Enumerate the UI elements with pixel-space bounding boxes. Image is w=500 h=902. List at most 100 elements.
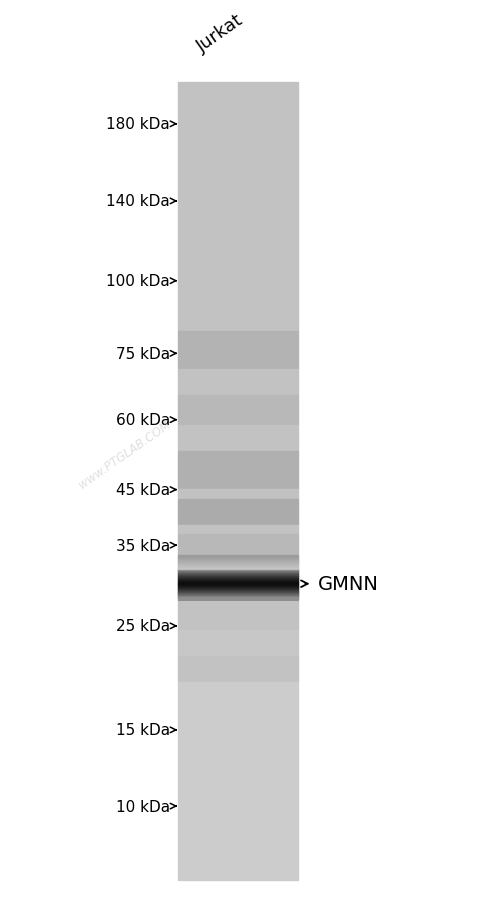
Bar xyxy=(178,830,298,832)
Bar xyxy=(178,861,298,864)
Bar xyxy=(178,352,298,354)
Bar xyxy=(178,413,298,415)
Bar xyxy=(178,164,298,166)
Bar xyxy=(178,642,298,645)
Bar xyxy=(178,533,298,535)
Bar xyxy=(178,657,298,658)
Bar xyxy=(178,713,298,714)
Bar xyxy=(178,778,298,780)
Bar xyxy=(178,820,298,822)
Text: GMNN: GMNN xyxy=(318,575,378,594)
Bar xyxy=(178,385,298,388)
Bar xyxy=(178,871,298,874)
Bar xyxy=(178,736,298,738)
Bar xyxy=(178,467,298,469)
Bar xyxy=(178,146,298,148)
Bar xyxy=(178,410,298,411)
Bar xyxy=(178,121,298,123)
Bar xyxy=(178,242,298,244)
Bar xyxy=(178,236,298,238)
Bar xyxy=(178,487,298,489)
Bar xyxy=(178,591,298,593)
Bar xyxy=(178,824,298,826)
Bar xyxy=(178,314,298,316)
Bar xyxy=(178,108,298,110)
Bar xyxy=(178,609,298,611)
Bar xyxy=(178,575,298,576)
Bar xyxy=(178,851,298,853)
Bar xyxy=(178,189,298,190)
Bar xyxy=(178,431,298,433)
Bar xyxy=(178,815,298,818)
Bar xyxy=(178,238,298,240)
Bar xyxy=(178,244,298,246)
Bar xyxy=(178,316,298,318)
Bar xyxy=(178,798,298,800)
Bar xyxy=(178,252,298,254)
Bar xyxy=(178,184,298,186)
Bar xyxy=(178,354,298,355)
Bar xyxy=(178,660,298,662)
Bar xyxy=(178,327,298,329)
Bar xyxy=(178,493,298,495)
Bar xyxy=(178,483,298,485)
Bar xyxy=(178,278,298,280)
Bar xyxy=(178,794,298,796)
Bar xyxy=(178,182,298,184)
Bar xyxy=(178,601,298,603)
Bar xyxy=(178,576,298,579)
Bar xyxy=(178,324,298,326)
Bar xyxy=(178,559,298,561)
Bar xyxy=(178,456,298,457)
Bar xyxy=(178,503,298,505)
Bar xyxy=(178,451,298,453)
Bar xyxy=(178,345,298,347)
Bar xyxy=(178,306,298,308)
Bar xyxy=(178,128,298,131)
Bar xyxy=(178,134,298,136)
Bar xyxy=(178,604,298,607)
Bar xyxy=(178,204,298,207)
Bar xyxy=(178,170,298,172)
Bar xyxy=(178,708,298,710)
Bar xyxy=(178,810,298,812)
Bar xyxy=(178,390,298,391)
Bar xyxy=(178,507,298,509)
Bar xyxy=(178,647,298,649)
Bar xyxy=(178,776,298,778)
Bar xyxy=(178,557,298,559)
Bar xyxy=(178,792,298,794)
Bar xyxy=(178,408,298,410)
Bar xyxy=(178,254,298,256)
Bar xyxy=(178,214,298,216)
Bar xyxy=(178,83,298,85)
Bar xyxy=(178,250,298,252)
Bar xyxy=(178,415,298,418)
Bar xyxy=(178,596,298,599)
Bar xyxy=(178,103,298,105)
Bar xyxy=(178,670,298,672)
Bar xyxy=(178,680,298,682)
Bar xyxy=(178,218,298,220)
Bar xyxy=(178,256,298,258)
Bar xyxy=(178,312,298,314)
Bar xyxy=(178,85,298,87)
Bar xyxy=(178,98,298,100)
Bar xyxy=(178,581,298,583)
Bar xyxy=(178,833,298,836)
Bar xyxy=(178,457,298,459)
Bar xyxy=(178,668,298,670)
Bar xyxy=(178,340,298,342)
Bar xyxy=(178,805,298,808)
Bar xyxy=(178,495,298,497)
Bar xyxy=(178,362,298,364)
Bar xyxy=(178,640,298,642)
Bar xyxy=(178,584,298,586)
Bar xyxy=(178,115,298,116)
Bar xyxy=(178,812,298,814)
Bar xyxy=(178,443,298,446)
Bar xyxy=(178,649,298,650)
Bar xyxy=(178,723,298,724)
Bar xyxy=(178,760,298,762)
Bar xyxy=(178,685,298,686)
